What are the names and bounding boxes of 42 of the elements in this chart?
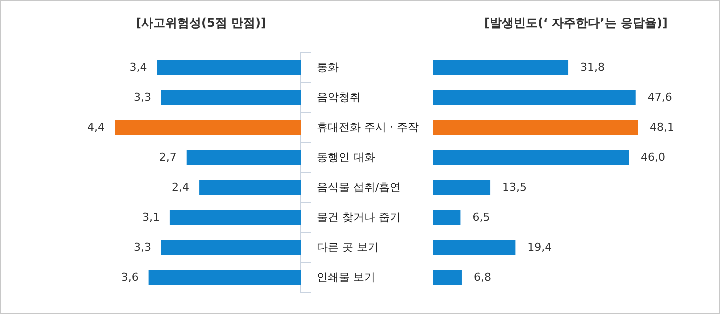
- data-label: 31,8: [580, 60, 606, 74]
- data-label: 3,4: [130, 60, 148, 74]
- data-label: 46,0: [641, 150, 666, 164]
- bar: [433, 240, 516, 256]
- bar: [186, 150, 301, 166]
- data-label: 47,6: [648, 90, 672, 104]
- data-label: 3,6: [121, 270, 139, 284]
- bar: [433, 60, 569, 76]
- y-tick-label: 인쇄물 보기: [317, 270, 376, 284]
- data-label: 3,1: [142, 210, 160, 224]
- y-tick-label: 휴대전화 주시 · 주작: [317, 120, 419, 134]
- bar: [157, 60, 301, 76]
- bar: [433, 180, 491, 196]
- data-label: 48,1: [650, 120, 674, 134]
- chart-title: [사고위험성(5점 만점)]: [136, 15, 266, 32]
- bar: [433, 150, 630, 166]
- data-label: 2,7: [159, 150, 177, 164]
- bar: [148, 270, 301, 286]
- bar: [115, 120, 301, 136]
- bar: [433, 90, 636, 106]
- y-tick-label: 다른 곳 보기: [317, 240, 379, 254]
- data-label: 6,8: [474, 270, 492, 284]
- bar: [433, 120, 638, 136]
- y-tick-label: 동행인 대화: [317, 150, 376, 164]
- bar: [170, 210, 301, 226]
- bar: [162, 90, 301, 106]
- data-label: 2,4: [172, 180, 190, 194]
- data-label: 13,5: [502, 180, 528, 194]
- data-label: 4,4: [88, 120, 105, 134]
- bar: [433, 270, 462, 286]
- data-label: 6,5: [472, 210, 490, 224]
- y-tick-label: 통화: [317, 60, 339, 74]
- bar: [162, 240, 301, 256]
- bar: [433, 210, 461, 226]
- data-label: 3,3: [134, 90, 152, 104]
- data-label: 19,4: [528, 240, 552, 254]
- bar: [200, 180, 301, 196]
- y-tick-label: 음악청취: [317, 90, 361, 104]
- data-label: 3,3: [134, 240, 152, 254]
- y-tick-label: 음식물 섭취/흡연: [317, 180, 402, 194]
- chart-title: [발생빈도(‘ 자주한다’는 응답율)]: [484, 15, 668, 32]
- y-tick-label: 물건 찾거나 줍기: [317, 210, 401, 224]
